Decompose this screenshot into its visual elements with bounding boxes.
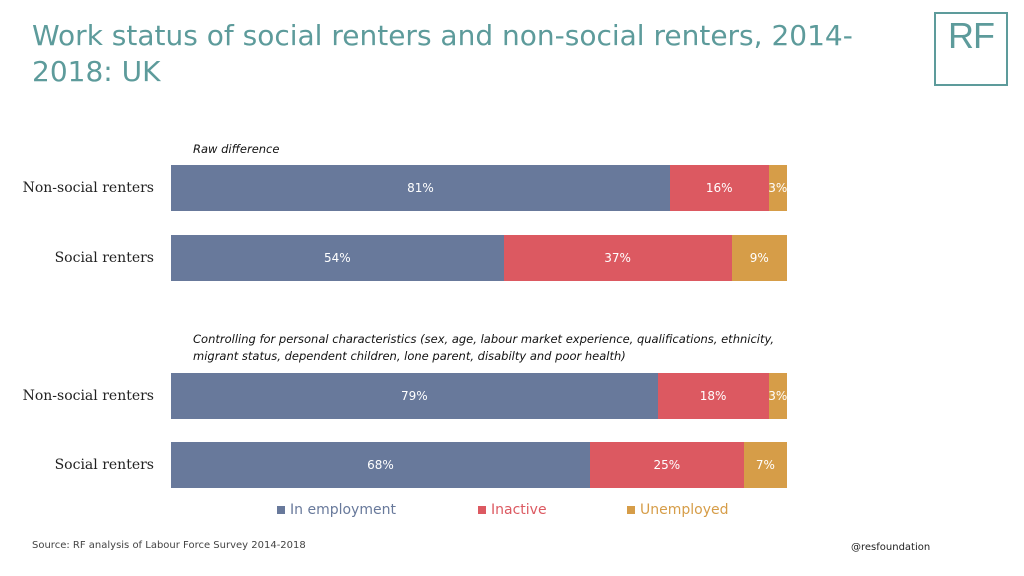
rf-logo: RF [934,12,1008,86]
data-label: 18% [699,389,727,403]
bar-segment-employment: 79% [171,373,658,419]
bar-segment-inactive: 25% [589,442,744,488]
legend-swatch-employment [277,506,285,514]
category-label-non-social-renters: Non-social renters [22,180,154,196]
data-label: 16% [705,181,733,195]
source-note: Source: RF analysis of Labour Force Surv… [32,540,306,551]
bar-row: 81% 16% 3% [171,165,787,211]
bar-segment-unemployed: 3% [768,373,788,419]
twitter-handle: @resfoundation [851,542,931,553]
legend-swatch-unemployed [627,506,635,514]
category-label-social-renters: Social renters [54,250,154,266]
legend-label-inactive: Inactive [491,502,547,518]
bar-row: 54% 37% 9% [171,235,787,281]
chart-title: Work status of social renters and non-so… [32,19,853,88]
data-label: 3% [768,181,788,195]
bar-row: 68% 25% 7% [171,442,787,488]
bar-row: 79% 18% 3% [171,373,787,419]
panel-caption-raw: Raw difference [193,142,280,156]
legend-label-unemployed: Unemployed [640,502,729,518]
data-label: 9% [749,251,769,265]
bar-segment-employment: 54% [171,235,504,281]
category-label-non-social-renters: Non-social renters [22,388,154,404]
legend-item-inactive: Inactive [478,502,547,518]
data-label: 37% [604,251,631,265]
data-label: 81% [407,181,434,195]
data-label: 68% [367,458,394,472]
legend-item-unemployed: Unemployed [627,502,729,518]
bar-segment-employment: 81% [171,165,670,211]
bar-segment-inactive: 37% [503,235,732,281]
chart-legend: In employment Inactive Unemployed [0,502,1024,522]
bar-segment-unemployed: 9% [731,235,787,281]
legend-label-employment: In employment [290,502,396,518]
logo-text: RF [948,15,995,56]
data-label: 79% [400,389,428,403]
legend-item-employment: In employment [277,502,396,518]
data-label: 7% [755,458,775,472]
bar-segment-inactive: 18% [657,373,769,419]
data-label: 3% [768,389,788,403]
bar-segment-unemployed: 7% [743,442,787,488]
data-label: 25% [653,458,681,472]
category-label-social-renters: Social renters [54,457,154,473]
legend-swatch-inactive [478,506,486,514]
bar-segment-inactive: 16% [669,165,769,211]
data-label: 54% [323,251,351,265]
panel-caption-controlled: Controlling for personal characteristics… [193,332,775,363]
bar-segment-unemployed: 3% [768,165,788,211]
bar-segment-employment: 68% [171,442,590,488]
